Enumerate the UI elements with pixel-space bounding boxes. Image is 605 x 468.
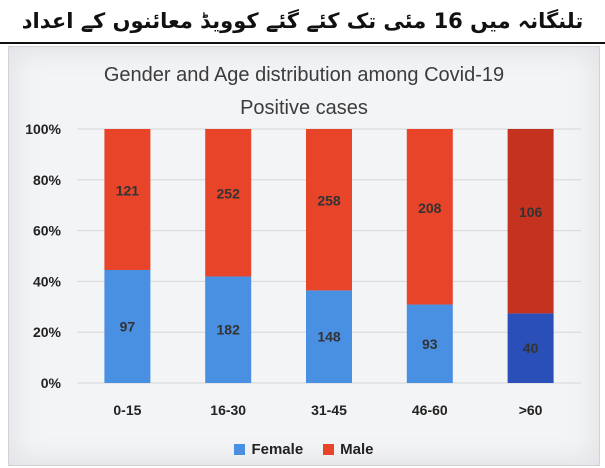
bar-male — [507, 129, 554, 314]
data-label-female: 93 — [422, 336, 438, 352]
chart-title-line-1: Gender and Age distribution among Covid-… — [103, 64, 505, 86]
x-category-label: >60 — [519, 402, 543, 418]
data-label-male: 258 — [317, 193, 341, 209]
y-tick-label: 20% — [33, 324, 62, 340]
data-label-female: 148 — [317, 329, 341, 345]
data-label-male: 121 — [116, 182, 140, 198]
bar-male — [406, 129, 453, 305]
x-category-label: 46-60 — [412, 402, 448, 418]
urdu-headline-banner: تلنگانہ میں 16 مئی تک کئے گئے کوویڈ معائ… — [0, 0, 605, 44]
chart-photo-card: Gender and Age distribution among Covid-… — [8, 46, 600, 466]
urdu-headline: تلنگانہ میں 16 مئی تک کئے گئے کوویڈ معائ… — [21, 9, 584, 33]
bar-male — [205, 129, 252, 277]
bar-female — [507, 313, 554, 383]
legend-swatch-male — [323, 444, 335, 455]
data-label-female: 182 — [217, 322, 241, 338]
bar-female — [406, 304, 453, 383]
x-category-label: 0-15 — [113, 402, 141, 418]
y-tick-label: 100% — [25, 121, 61, 137]
data-label-female: 97 — [120, 318, 136, 334]
chart-title: Gender and Age distribution among Covid-… — [9, 59, 599, 125]
legend-swatch-female — [234, 444, 246, 455]
legend-label-female: Female — [251, 441, 304, 458]
bar-male — [104, 129, 151, 270]
y-tick-label: 0% — [41, 375, 62, 391]
legend-label-male: Male — [340, 441, 374, 458]
bar-female — [205, 276, 252, 383]
y-tick-label: 80% — [33, 172, 62, 188]
stacked-bar-chart: 0% 20% 40% 60% 80% 100% 97 121 0-15 182 252 16-30 14… — [25, 121, 581, 418]
data-label-male: 208 — [418, 200, 442, 216]
x-category-label: 31-45 — [311, 402, 347, 418]
x-category-label: 16-30 — [210, 402, 246, 418]
chart-legend: Female Male — [9, 441, 599, 458]
bar-female — [104, 269, 151, 383]
y-tick-label: 40% — [33, 273, 62, 289]
data-label-female: 40 — [523, 340, 539, 356]
legend-item-female: Female — [234, 441, 303, 458]
data-label-male: 106 — [519, 204, 543, 220]
y-tick-label: 60% — [33, 223, 62, 239]
data-label-male: 252 — [217, 186, 241, 202]
bar-male — [306, 129, 352, 291]
chart-title-line-2: Positive cases — [240, 97, 368, 119]
legend-item-male: Male — [323, 441, 374, 458]
bar-female — [306, 290, 352, 383]
